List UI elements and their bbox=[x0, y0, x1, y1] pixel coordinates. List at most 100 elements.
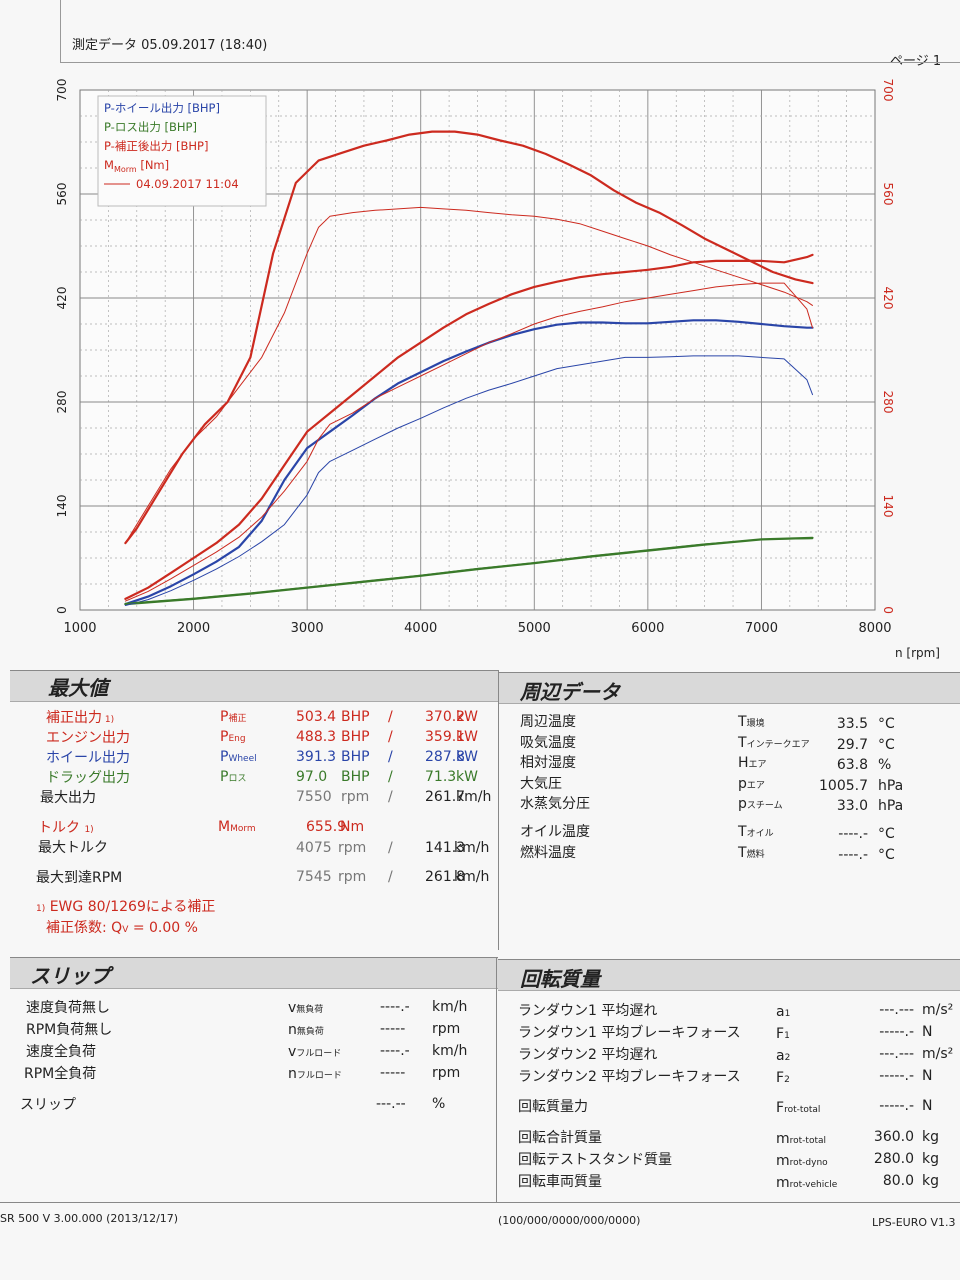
torque-label: トルク 1) bbox=[38, 820, 94, 836]
ambient-row-symbol: pスチーム bbox=[738, 796, 783, 812]
slip-label: スリップ bbox=[20, 1097, 76, 1113]
x-tick-label: 1000 bbox=[63, 621, 96, 636]
ambient-row-value: 63.8 bbox=[836, 757, 868, 773]
rotating-row-unit: kg bbox=[922, 1173, 939, 1189]
ambient-title: 周辺データ bbox=[520, 680, 620, 704]
max-values-header bbox=[10, 670, 498, 702]
rotating-row-symbol: mrot-total bbox=[776, 1131, 827, 1147]
rotating-row-unit: m/s² bbox=[922, 1002, 954, 1018]
rotating-row-label: 回転テストスタンド質量 bbox=[518, 1152, 672, 1168]
slip-row-value: ----- bbox=[380, 1021, 406, 1037]
slip-unit: % bbox=[432, 1096, 446, 1112]
rotating-row-value: 360.0 bbox=[873, 1129, 914, 1145]
torque-unit: Nm bbox=[340, 819, 365, 835]
ambient-row-value: 1005.7 bbox=[819, 777, 868, 794]
max-row-unit1: BHP bbox=[341, 709, 370, 725]
slip-row-label: RPM全負荷 bbox=[24, 1066, 97, 1082]
max-row-value2: 359.1 bbox=[425, 729, 466, 745]
rotating-row-unit: N bbox=[922, 1098, 933, 1114]
y-tick-label-right: 420 bbox=[881, 287, 895, 310]
max-row-symbol: Pロス bbox=[220, 769, 247, 785]
max-torque-sep: / bbox=[388, 840, 393, 856]
page-number: ページ 1 bbox=[890, 54, 942, 69]
rotating-row-unit: m/s² bbox=[922, 1046, 954, 1062]
max-row-sep: / bbox=[388, 709, 393, 725]
max-row-value2: 71.3 bbox=[425, 769, 457, 785]
rotating-row-symbol: F2 bbox=[776, 1070, 790, 1086]
rotating-row-label: 回転車両質量 bbox=[518, 1174, 602, 1190]
x-tick-label: 4000 bbox=[404, 621, 437, 636]
max-row-unit1: rpm bbox=[341, 789, 370, 805]
ambient-row-label: オイル温度 bbox=[520, 824, 590, 840]
max-rpm-sep: / bbox=[388, 869, 393, 885]
y-tick-label-left: 280 bbox=[55, 391, 69, 414]
ambient-row-unit: °C bbox=[878, 736, 895, 753]
legend-entry: 04.09.2017 11:04 bbox=[136, 177, 239, 191]
rotating-row-value: 280.0 bbox=[873, 1151, 914, 1167]
y-tick-label-right: 0 bbox=[881, 606, 895, 614]
ambient-row-unit: °C bbox=[878, 826, 895, 842]
correction-factor: 補正係数: QV = 0.00 % bbox=[46, 920, 198, 936]
slip-row-symbol: n無負荷 bbox=[288, 1022, 324, 1038]
slip-row-symbol: vフルロード bbox=[288, 1044, 342, 1060]
max-row-symbol: PEng bbox=[220, 729, 246, 745]
rotating-row-label: ランダウン1 平均遅れ bbox=[518, 1003, 658, 1019]
y-tick-label-left: 700 bbox=[55, 79, 69, 102]
legend-entry: P-ロス出力 [BHP] bbox=[104, 120, 197, 134]
max-row-unit2: km/h bbox=[456, 789, 492, 805]
max-torque-rpm: 4075 bbox=[296, 840, 332, 856]
x-tick-label: 2000 bbox=[177, 621, 210, 636]
max-row-value2: 370.2 bbox=[425, 709, 466, 725]
rotating-row-value: 80.0 bbox=[882, 1173, 914, 1189]
section-divider-2 bbox=[496, 957, 497, 1202]
max-row-value1: 503.4 bbox=[296, 709, 337, 725]
slip-row-unit: rpm bbox=[432, 1021, 461, 1037]
x-tick-label: 5000 bbox=[518, 621, 551, 636]
rotating-row-label: 回転質量力 bbox=[518, 1099, 588, 1115]
slip-row-value: ----.- bbox=[380, 999, 410, 1015]
y-tick-label-left: 0 bbox=[55, 606, 69, 614]
ambient-row-label: 燃料温度 bbox=[520, 845, 576, 861]
max-rpm-unit: rpm bbox=[338, 869, 367, 885]
max-row-label: 最大出力 bbox=[40, 790, 96, 806]
y-tick-label-left: 140 bbox=[55, 495, 69, 518]
rotating-row-symbol: mrot-dyno bbox=[776, 1153, 828, 1169]
max-row-unit1: BHP bbox=[341, 769, 370, 785]
rotating-row-symbol: mrot-vehicle bbox=[776, 1175, 838, 1191]
ambient-row-value: 33.5 bbox=[836, 716, 868, 732]
ambient-row-symbol: Tオイル bbox=[738, 824, 774, 840]
rotating-row-unit: N bbox=[922, 1068, 933, 1084]
ambient-row-symbol: Tインテークエア bbox=[738, 734, 810, 751]
ambient-row-unit: % bbox=[878, 757, 892, 773]
max-rpm-value: 7545 bbox=[296, 869, 332, 885]
slip-row-label: 速度全負荷 bbox=[26, 1044, 96, 1060]
y-tick-label-right: 700 bbox=[881, 79, 895, 102]
max-row-sep: / bbox=[388, 769, 393, 785]
rotating-row-value: -----.- bbox=[879, 1024, 914, 1040]
footnote: 1) EWG 80/1269による補正 bbox=[36, 899, 216, 915]
max-row-label: ホイール出力 bbox=[46, 750, 130, 766]
x-tick-label: 8000 bbox=[858, 621, 891, 636]
measure-date: 測定データ 05.09.2017 (18:40) bbox=[72, 38, 268, 53]
ambient-row-label: 吸気温度 bbox=[520, 734, 576, 751]
rotating-row-unit: N bbox=[922, 1024, 933, 1040]
ambient-row-label: 相対湿度 bbox=[520, 755, 576, 771]
slip-row-value: ----- bbox=[380, 1065, 406, 1081]
max-torque-speed: 141.3 bbox=[425, 840, 466, 856]
rotating-row-value: ---.--- bbox=[879, 1046, 914, 1062]
header-divider bbox=[60, 0, 61, 62]
max-row-value2: 261.7 bbox=[425, 789, 466, 805]
max-row-value1: 391.3 bbox=[296, 749, 337, 765]
max-values-title: 最大値 bbox=[48, 676, 108, 700]
legend-entry: P-ホイール出力 [BHP] bbox=[104, 101, 220, 115]
slip-row-unit: km/h bbox=[432, 1043, 468, 1059]
series-line-7 bbox=[124, 206, 813, 544]
rotating-row-symbol: F1 bbox=[776, 1026, 790, 1042]
series-line-1 bbox=[124, 319, 814, 606]
footer-version: SR 500 V 3.00.000 (2013/12/17) bbox=[0, 1212, 179, 1225]
ambient-row-symbol: pエア bbox=[738, 775, 765, 792]
ambient-row-value: ----.- bbox=[838, 826, 868, 842]
slip-header bbox=[10, 957, 498, 989]
